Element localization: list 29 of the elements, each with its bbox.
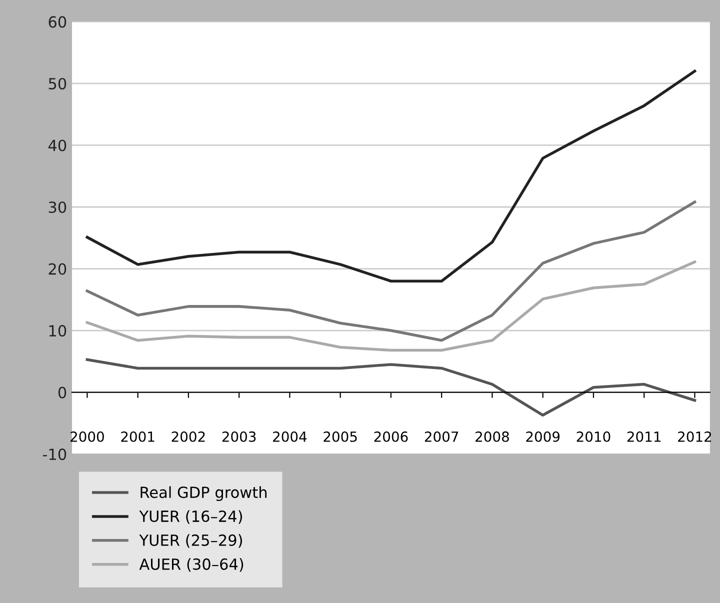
x-tick-label: 2012 — [678, 431, 712, 442]
y-tick-label: 50 — [48, 78, 66, 90]
line-series — [86, 70, 696, 283]
y-tick-label: -10 — [42, 448, 66, 460]
legend-label: YUER (16–24) — [139, 510, 242, 524]
y-tick-label: 0 — [58, 386, 66, 398]
y-tick-label: 10 — [49, 324, 66, 337]
x-tick-label: 2011 — [627, 431, 660, 442]
x-tick-label: 2009 — [526, 431, 560, 442]
x-tick-label: 2000 — [70, 431, 104, 442]
line-series — [86, 260, 696, 352]
y-tick-label: 30 — [48, 201, 66, 214]
x-tick-label: 2003 — [222, 431, 256, 442]
x-tick-label: 2002 — [172, 431, 205, 442]
y-tick-label: 20 — [48, 263, 66, 275]
line-series — [86, 200, 696, 342]
x-tick-label: 2008 — [476, 431, 509, 442]
x-tick-label: 2006 — [374, 431, 408, 442]
x-tick-label: 2007 — [424, 431, 458, 442]
legend-label: YUER (25–29) — [139, 534, 242, 548]
x-tick-label: 2010 — [576, 431, 610, 442]
y-tick-label: 60 — [48, 16, 66, 28]
x-tick-label: 2004 — [273, 431, 307, 442]
legend-label: Real GDP growth — [140, 486, 267, 502]
line-series — [86, 358, 696, 417]
x-tick-label: 2005 — [324, 431, 357, 442]
y-tick-label: 40 — [48, 140, 66, 152]
legend-label: AUER (30–64) — [139, 558, 244, 572]
x-tick-label: 2001 — [121, 431, 154, 442]
